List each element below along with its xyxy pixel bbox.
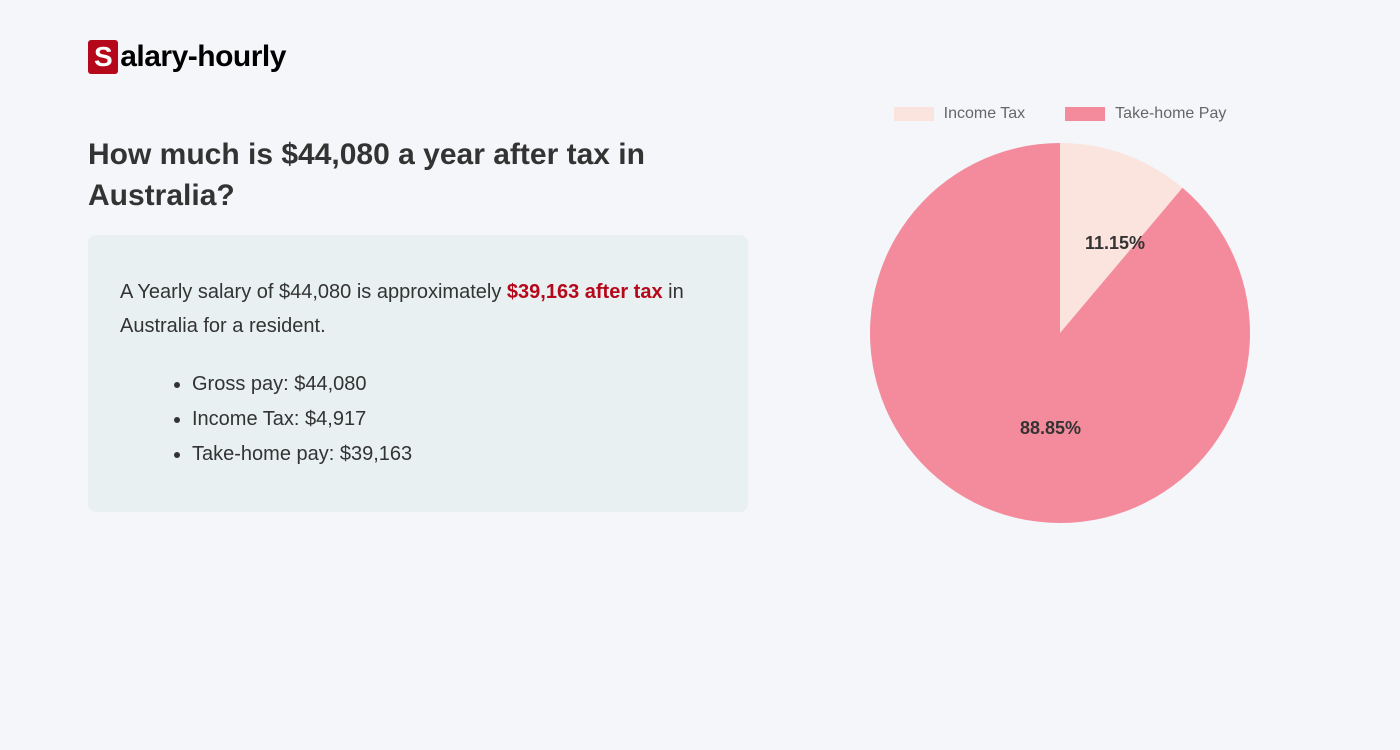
- legend-label-income-tax: Income Tax: [944, 105, 1026, 123]
- summary-highlight: $39,163 after tax: [507, 281, 663, 303]
- legend-label-takehome: Take-home Pay: [1115, 105, 1226, 123]
- bullet-takehome: Take-home pay: $39,163: [192, 437, 708, 472]
- pie-chart: 11.15% 88.85%: [870, 143, 1250, 523]
- bullet-gross: Gross pay: $44,080: [192, 367, 708, 402]
- chart-legend: Income Tax Take-home Pay: [830, 105, 1290, 123]
- breakdown-list: Gross pay: $44,080 Income Tax: $4,917 Ta…: [120, 367, 708, 472]
- pie-chart-area: Income Tax Take-home Pay 11.15% 88.85%: [830, 105, 1290, 523]
- summary-box: A Yearly salary of $44,080 is approximat…: [88, 235, 748, 512]
- legend-item-income-tax: Income Tax: [894, 105, 1026, 123]
- summary-prefix: A Yearly salary of $44,080 is approximat…: [120, 281, 507, 303]
- site-logo: Salary-hourly: [88, 40, 286, 74]
- legend-item-takehome: Take-home Pay: [1065, 105, 1226, 123]
- swatch-takehome: [1065, 107, 1105, 121]
- logo-s-badge: S: [88, 40, 118, 74]
- page-title: How much is $44,080 a year after tax in …: [88, 135, 728, 216]
- slice-label-income-tax: 11.15%: [1085, 233, 1145, 254]
- logo-text: alary-hourly: [120, 40, 286, 74]
- slice-label-takehome: 88.85%: [1020, 418, 1081, 439]
- summary-text: A Yearly salary of $44,080 is approximat…: [120, 275, 708, 343]
- swatch-income-tax: [894, 107, 934, 121]
- bullet-tax: Income Tax: $4,917: [192, 402, 708, 437]
